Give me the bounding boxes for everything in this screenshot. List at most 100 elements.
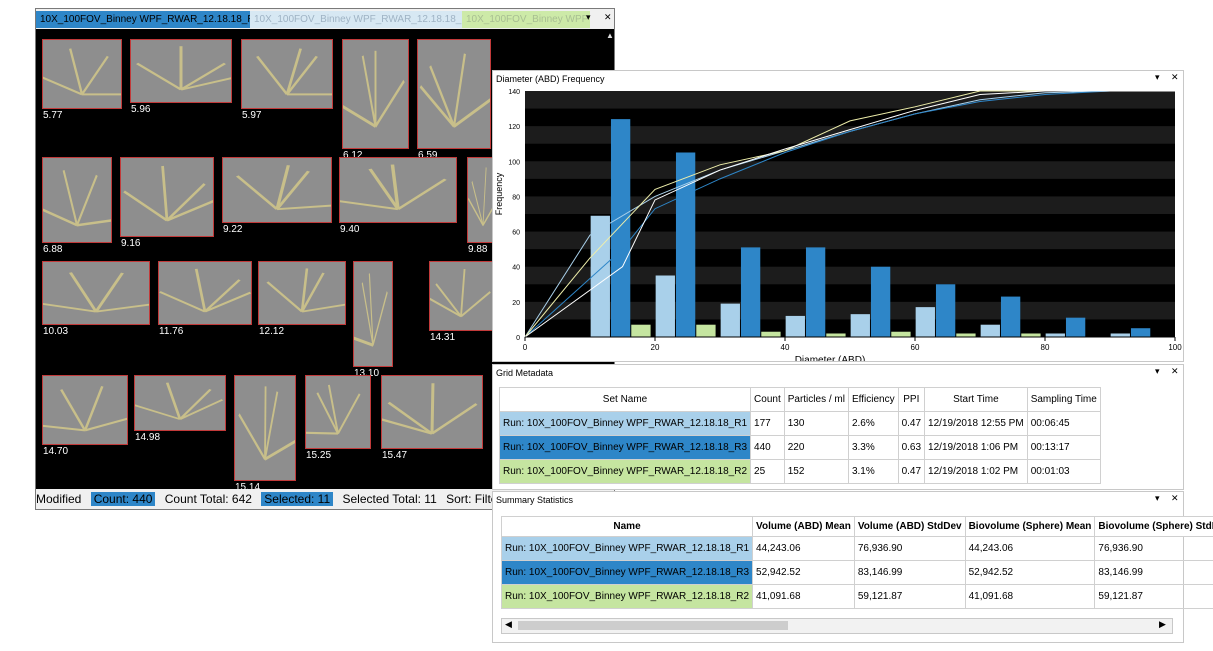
arrow-left-icon[interactable]: ◀ bbox=[505, 619, 512, 629]
grid-cell: 177 bbox=[750, 411, 785, 436]
grid-column-header[interactable]: Particles / ml bbox=[783, 387, 849, 412]
selected-total-label: Selected Total: 11 bbox=[342, 492, 437, 506]
particle-thumbnail[interactable] bbox=[42, 375, 128, 445]
table-row[interactable]: Run: 10X_100FOV_Binney WPF_RWAR_12.18.18… bbox=[498, 435, 1101, 460]
frequency-histogram: 0 20 40 60 80 100 0 20 40 60 80 100 120 140 Diameter (… bbox=[494, 89, 1182, 361]
histogram-bar bbox=[696, 324, 716, 337]
thumbnail-value-label: 15.25 bbox=[306, 450, 332, 461]
grid-cell: 2.6% bbox=[847, 411, 899, 436]
particle-thumbnail[interactable] bbox=[42, 39, 122, 109]
count-total-label: Count Total: 642 bbox=[164, 492, 252, 506]
dropdown-arrow-icon[interactable]: ▾ bbox=[1155, 72, 1160, 82]
grid-column-header[interactable]: PPI bbox=[897, 387, 926, 412]
arrow-right-icon[interactable]: ▶ bbox=[1159, 619, 1166, 629]
particle-thumbnail[interactable] bbox=[134, 375, 226, 431]
dropdown-arrow-icon[interactable]: ▾ bbox=[586, 12, 591, 22]
particle-thumbnail[interactable] bbox=[158, 261, 252, 325]
tab-r3[interactable]: 10X_100FOV_Binney WPF_RWAR_12.18.18_R3 bbox=[36, 11, 252, 28]
grid-column-header[interactable]: Count bbox=[750, 387, 785, 412]
grid-column-header[interactable]: Start Time bbox=[924, 387, 1028, 412]
tab-r1[interactable]: 10X_100FOV_Binney WPF_RWAR_12.18.18_R1 bbox=[250, 11, 466, 28]
grid-column-header[interactable]: Sampling Time bbox=[1026, 387, 1101, 412]
particle-thumbnail[interactable] bbox=[234, 375, 296, 481]
particle-thumbnail[interactable] bbox=[305, 375, 371, 449]
scrollbar-thumb[interactable] bbox=[518, 621, 788, 630]
grid-cell: 25 bbox=[750, 459, 785, 484]
thumbnail-value-label: 14.98 bbox=[135, 432, 161, 443]
grid-cell: 440 bbox=[750, 435, 785, 460]
stat-cell: 76,936.90 bbox=[1094, 536, 1213, 561]
scroll-up-icon[interactable]: ▲ bbox=[606, 31, 614, 40]
particle-thumbnail[interactable] bbox=[339, 157, 457, 223]
summary-column-header[interactable]: Volume (ABD) StdDev bbox=[853, 516, 966, 537]
particle-thumbnail[interactable] bbox=[258, 261, 346, 325]
histogram-bar bbox=[740, 247, 761, 337]
histogram-bar bbox=[935, 284, 956, 337]
set-name-cell: Run: 10X_100FOV_Binney WPF_RWAR_12.18.18… bbox=[498, 411, 752, 436]
grid-band bbox=[525, 126, 1175, 144]
particle-thumbnail[interactable] bbox=[342, 39, 409, 149]
x-tick-label: 80 bbox=[1041, 343, 1050, 352]
status-bar: Modified Count: 440 Count Total: 642 Sel… bbox=[36, 489, 614, 509]
stat-cell: 41,091.68 bbox=[964, 584, 1096, 609]
modified-label: Modified bbox=[36, 492, 82, 506]
thumbnail-value-label: 9.16 bbox=[121, 238, 141, 249]
summary-column-header[interactable]: Biovolume (Sphere) StdDev bbox=[1094, 516, 1213, 537]
particle-thumbnail[interactable] bbox=[130, 39, 232, 103]
close-icon[interactable]: ✕ bbox=[1171, 72, 1179, 82]
thumbnail-value-label: 15.47 bbox=[382, 450, 408, 461]
particle-thumbnail[interactable] bbox=[222, 157, 332, 223]
x-tick-label: 100 bbox=[1168, 343, 1182, 352]
close-icon[interactable]: ✕ bbox=[1171, 493, 1179, 503]
stat-cell: 52,942.52 bbox=[964, 560, 1096, 585]
summary-statistics-title: Summary Statistics bbox=[493, 492, 574, 508]
table-row[interactable]: Run: 10X_100FOV_Binney WPF_RWAR_12.18.18… bbox=[498, 411, 1101, 436]
particle-thumbnail[interactable] bbox=[417, 39, 491, 149]
histogram-bar bbox=[1110, 333, 1130, 337]
histogram-bar bbox=[720, 303, 740, 337]
grid-column-header[interactable]: Set Name bbox=[498, 387, 752, 412]
y-tick-label: 120 bbox=[508, 124, 520, 131]
histogram-bar bbox=[1130, 328, 1151, 337]
particle-thumbnail[interactable] bbox=[42, 261, 150, 325]
particle-thumbnail[interactable] bbox=[120, 157, 214, 237]
y-tick-label: 100 bbox=[508, 159, 520, 166]
close-icon[interactable]: ✕ bbox=[604, 12, 612, 22]
tab-r2[interactable]: 10X_100FOV_Binney WPF bbox=[462, 11, 590, 28]
set-name-cell: Run: 10X_100FOV_Binney WPF_RWAR_12.18.18… bbox=[498, 435, 752, 460]
summary-column-header[interactable]: Volume (ABD) Mean bbox=[752, 516, 855, 537]
dropdown-arrow-icon[interactable]: ▾ bbox=[1155, 366, 1160, 376]
table-row[interactable]: Run: 10X_100FOV_Binney WPF_RWAR_12.18.18… bbox=[500, 536, 1213, 561]
tab-bar: 10X_100FOV_Binney WPF_RWAR_12.18.18_R3 1… bbox=[36, 9, 614, 29]
stat-cell: 59,121.87 bbox=[1094, 584, 1213, 609]
thumbnail-value-label: 6.12 bbox=[343, 150, 363, 161]
particle-thumbnail[interactable] bbox=[381, 375, 483, 449]
histogram-bar bbox=[850, 314, 870, 337]
particle-thumbnail[interactable] bbox=[241, 39, 333, 109]
grid-column-header[interactable]: Efficiency bbox=[847, 387, 899, 412]
thumbnail-value-label: 5.97 bbox=[242, 110, 262, 121]
table-row[interactable]: Run: 10X_100FOV_Binney WPF_RWAR_12.18.18… bbox=[498, 459, 1101, 484]
histogram-bar bbox=[631, 324, 651, 337]
horizontal-scrollbar[interactable]: ◀ ▶ bbox=[501, 618, 1173, 634]
grid-cell: 12/19/2018 12:55 PM bbox=[924, 411, 1028, 436]
histogram-bar bbox=[980, 324, 1000, 337]
histogram-bar bbox=[1000, 296, 1021, 337]
dropdown-arrow-icon[interactable]: ▾ bbox=[1155, 493, 1160, 503]
y-tick-label: 80 bbox=[512, 194, 520, 201]
particle-thumbnail[interactable] bbox=[353, 261, 393, 367]
thumbnail-value-label: 9.22 bbox=[223, 224, 243, 235]
particle-thumbnail[interactable] bbox=[429, 261, 493, 331]
frequency-chart-panel: Diameter (ABD) Frequency ▾ ✕ 0 20 40 60 80 10… bbox=[492, 70, 1184, 362]
grid-cell: 0.63 bbox=[897, 435, 926, 460]
table-row[interactable]: Run: 10X_100FOV_Binney WPF_RWAR_12.18.18… bbox=[500, 560, 1213, 585]
y-tick-label: 60 bbox=[512, 230, 520, 237]
selected-badge: Selected: 11 bbox=[261, 492, 334, 506]
histogram-bar bbox=[610, 119, 631, 337]
summary-column-header[interactable]: Name bbox=[500, 516, 754, 537]
particle-thumbnail[interactable] bbox=[42, 157, 112, 243]
summary-column-header[interactable]: Biovolume (Sphere) Mean bbox=[964, 516, 1096, 537]
close-icon[interactable]: ✕ bbox=[1171, 366, 1179, 376]
histogram-bar bbox=[1045, 333, 1065, 337]
table-row[interactable]: Run: 10X_100FOV_Binney WPF_RWAR_12.18.18… bbox=[500, 584, 1213, 609]
